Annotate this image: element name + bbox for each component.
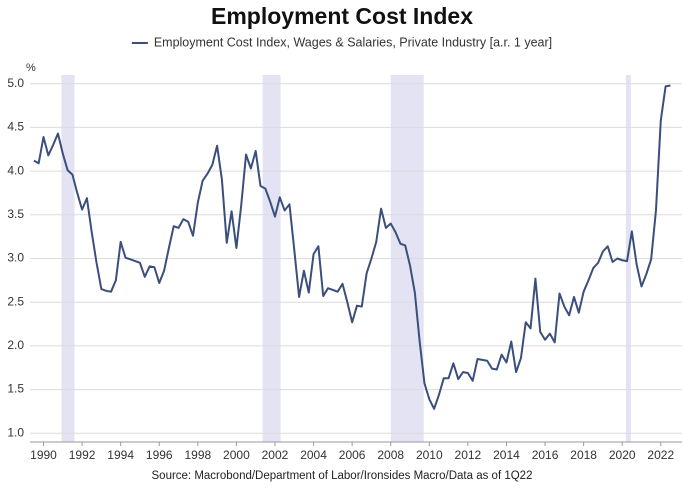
x-tick-label: 2020 bbox=[609, 448, 636, 462]
data-line bbox=[33, 84, 671, 410]
y-tick-label: 3.0 bbox=[7, 251, 24, 265]
x-tick-label: 1996 bbox=[146, 448, 173, 462]
y-tick-label: 4.0 bbox=[7, 163, 24, 177]
x-tick-label: 2008 bbox=[377, 448, 404, 462]
source-note: Source: Macrobond/Department of Labor/Ir… bbox=[152, 470, 533, 482]
x-tick-label: 2012 bbox=[455, 448, 482, 462]
x-tick-label: 1990 bbox=[30, 448, 57, 462]
x-tick-label: 2016 bbox=[532, 448, 559, 462]
y-tick-label: 1.5 bbox=[7, 382, 24, 396]
x-tick-label: 2014 bbox=[493, 448, 520, 462]
x-tick-label: 1998 bbox=[184, 448, 211, 462]
legend-label: Employment Cost Index, Wages & Salaries,… bbox=[154, 35, 552, 49]
y-unit-label: % bbox=[26, 62, 36, 74]
x-tick-label: 2018 bbox=[570, 448, 597, 462]
y-tick-label: 5.0 bbox=[7, 76, 24, 90]
x-tick-label: 2010 bbox=[416, 448, 443, 462]
x-tick-label: 2022 bbox=[647, 448, 674, 462]
x-tick-label: 1994 bbox=[107, 448, 134, 462]
x-tick-label: 2002 bbox=[262, 448, 289, 462]
y-tick-label: 2.5 bbox=[7, 294, 24, 308]
x-tick-label: 2004 bbox=[300, 448, 327, 462]
y-tick-label: 4.5 bbox=[7, 120, 24, 134]
y-tick-label: 2.0 bbox=[7, 338, 24, 352]
x-tick-label: 1992 bbox=[69, 448, 96, 462]
x-tick-label: 2000 bbox=[223, 448, 250, 462]
x-tick-label: 2006 bbox=[339, 448, 366, 462]
y-tick-label: 3.5 bbox=[7, 207, 24, 221]
y-tick-label: 1.0 bbox=[7, 425, 24, 439]
chart-title: Employment Cost Index bbox=[211, 3, 473, 29]
